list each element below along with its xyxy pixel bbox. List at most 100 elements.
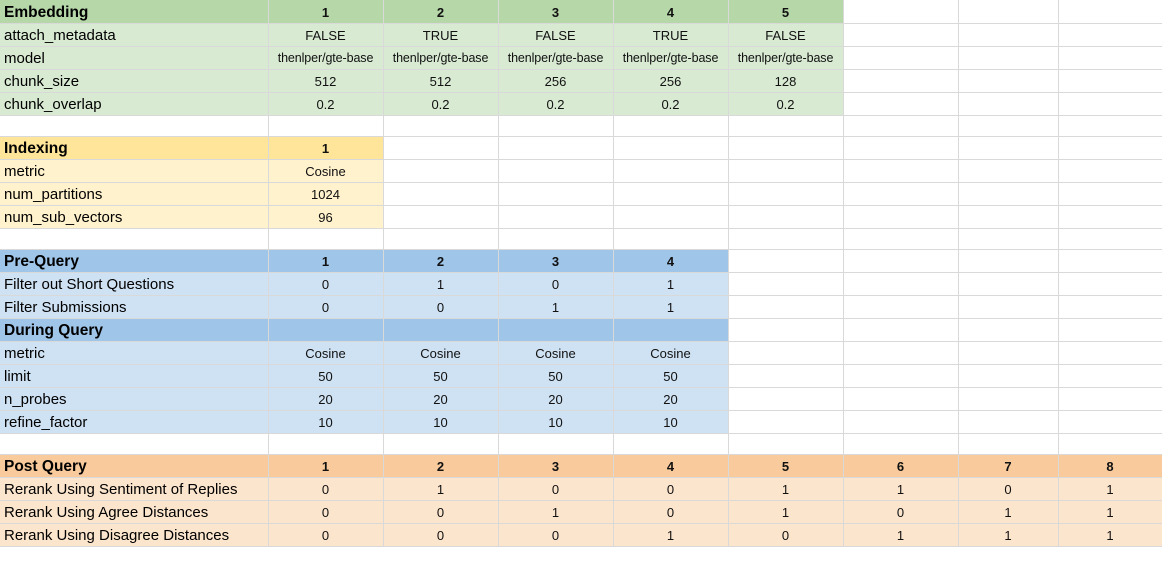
row-label-cell[interactable]: chunk_size <box>0 69 269 93</box>
empty-cell[interactable] <box>1058 92 1162 116</box>
empty-cell[interactable] <box>1058 387 1162 411</box>
empty-cell[interactable] <box>843 318 959 342</box>
value-cell[interactable]: 1 <box>843 477 959 501</box>
value-cell[interactable]: 256 <box>613 69 729 93</box>
value-cell[interactable]: 512 <box>268 69 384 93</box>
empty-cell[interactable] <box>728 364 844 388</box>
value-cell[interactable]: 20 <box>613 387 729 411</box>
row-label-cell[interactable]: metric <box>0 341 269 365</box>
empty-cell[interactable] <box>268 433 384 455</box>
empty-cell[interactable] <box>498 182 614 206</box>
value-cell[interactable]: 50 <box>498 364 614 388</box>
empty-cell[interactable] <box>728 272 844 296</box>
empty-cell[interactable] <box>613 433 729 455</box>
column-header-cell[interactable]: 7 <box>958 454 1059 478</box>
empty-cell[interactable] <box>843 272 959 296</box>
section-title-embedding[interactable]: Embedding <box>0 0 269 24</box>
value-cell[interactable]: 128 <box>728 69 844 93</box>
value-cell[interactable]: 10 <box>498 410 614 434</box>
empty-cell[interactable] <box>1058 341 1162 365</box>
value-cell[interactable]: FALSE <box>728 23 844 47</box>
column-header-cell[interactable]: 2 <box>383 454 499 478</box>
value-cell[interactable]: 10 <box>383 410 499 434</box>
row-label-cell[interactable]: Filter Submissions <box>0 295 269 319</box>
empty-cell[interactable] <box>958 115 1059 137</box>
empty-cell[interactable] <box>843 205 959 229</box>
empty-cell[interactable] <box>843 136 959 160</box>
row-label-cell[interactable]: refine_factor <box>0 410 269 434</box>
empty-cell[interactable] <box>728 410 844 434</box>
value-cell[interactable]: 0 <box>383 295 499 319</box>
empty-cell[interactable] <box>958 228 1059 250</box>
value-cell[interactable]: 1 <box>498 500 614 524</box>
row-label-cell[interactable]: attach_metadata <box>0 23 269 47</box>
value-cell[interactable]: 1 <box>613 523 729 547</box>
value-cell[interactable]: 1 <box>1058 477 1162 501</box>
value-cell[interactable]: 50 <box>268 364 384 388</box>
empty-cell[interactable] <box>383 136 499 160</box>
empty-cell[interactable] <box>843 159 959 183</box>
empty-cell[interactable] <box>0 228 269 250</box>
empty-cell[interactable] <box>613 115 729 137</box>
empty-cell[interactable] <box>843 0 959 24</box>
value-cell[interactable]: 1 <box>958 500 1059 524</box>
empty-cell[interactable] <box>1058 249 1162 273</box>
empty-cell[interactable] <box>958 136 1059 160</box>
value-cell[interactable]: 1 <box>383 477 499 501</box>
empty-cell[interactable] <box>958 364 1059 388</box>
value-cell[interactable]: 0 <box>728 523 844 547</box>
value-cell[interactable]: 512 <box>383 69 499 93</box>
column-header-cell[interactable]: 5 <box>728 0 844 24</box>
empty-cell[interactable] <box>958 69 1059 93</box>
empty-header-cell[interactable] <box>268 318 384 342</box>
value-cell[interactable]: Cosine <box>383 341 499 365</box>
value-cell[interactable]: 0.2 <box>498 92 614 116</box>
empty-cell[interactable] <box>843 433 959 455</box>
value-cell[interactable]: 0 <box>613 500 729 524</box>
empty-cell[interactable] <box>1058 228 1162 250</box>
empty-cell[interactable] <box>843 410 959 434</box>
empty-cell[interactable] <box>843 341 959 365</box>
value-cell[interactable]: 1 <box>383 272 499 296</box>
empty-cell[interactable] <box>1058 115 1162 137</box>
value-cell[interactable]: 1 <box>958 523 1059 547</box>
row-label-cell[interactable]: Rerank Using Disagree Distances <box>0 523 269 547</box>
value-cell[interactable]: 20 <box>383 387 499 411</box>
empty-cell[interactable] <box>843 228 959 250</box>
value-cell[interactable]: 10 <box>268 410 384 434</box>
column-header-cell[interactable]: 2 <box>383 0 499 24</box>
value-cell[interactable]: 1 <box>498 295 614 319</box>
row-label-cell[interactable]: model <box>0 46 269 70</box>
empty-cell[interactable] <box>728 205 844 229</box>
empty-cell[interactable] <box>613 159 729 183</box>
value-cell[interactable]: 50 <box>613 364 729 388</box>
empty-cell[interactable] <box>1058 182 1162 206</box>
empty-cell[interactable] <box>728 295 844 319</box>
value-cell[interactable]: FALSE <box>498 23 614 47</box>
value-cell[interactable]: 0.2 <box>268 92 384 116</box>
row-label-cell[interactable]: Filter out Short Questions <box>0 272 269 296</box>
value-cell[interactable]: 0 <box>383 500 499 524</box>
empty-cell[interactable] <box>1058 0 1162 24</box>
value-cell[interactable]: Cosine <box>498 341 614 365</box>
value-cell[interactable]: 0.2 <box>613 92 729 116</box>
value-cell[interactable]: FALSE <box>268 23 384 47</box>
value-cell[interactable]: Cosine <box>268 159 384 183</box>
empty-cell[interactable] <box>958 249 1059 273</box>
empty-cell[interactable] <box>958 272 1059 296</box>
empty-cell[interactable] <box>1058 136 1162 160</box>
section-title-pre-query[interactable]: Pre-Query <box>0 249 269 273</box>
empty-cell[interactable] <box>383 205 499 229</box>
value-cell[interactable]: 256 <box>498 69 614 93</box>
value-cell[interactable]: 1 <box>728 500 844 524</box>
value-cell[interactable]: 1 <box>613 272 729 296</box>
empty-cell[interactable] <box>958 341 1059 365</box>
empty-cell[interactable] <box>728 341 844 365</box>
empty-cell[interactable] <box>498 228 614 250</box>
empty-cell[interactable] <box>728 387 844 411</box>
row-label-cell[interactable]: Rerank Using Agree Distances <box>0 500 269 524</box>
empty-cell[interactable] <box>613 136 729 160</box>
empty-cell[interactable] <box>728 182 844 206</box>
empty-cell[interactable] <box>498 205 614 229</box>
value-cell[interactable]: Cosine <box>613 341 729 365</box>
